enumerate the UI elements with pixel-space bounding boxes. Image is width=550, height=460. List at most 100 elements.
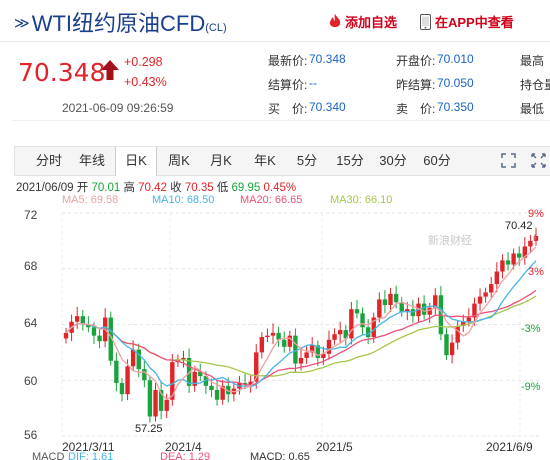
tab-yearly-k[interactable]: 年K	[254, 153, 276, 168]
tab-30min[interactable]: 30分	[379, 153, 407, 168]
tab-monthly-k[interactable]: 月K	[210, 153, 232, 168]
candle-body	[282, 339, 287, 347]
candle-body	[494, 271, 500, 285]
candle-body	[343, 330, 348, 339]
candle-body	[393, 293, 399, 303]
tab-daily-k[interactable]: 日K	[115, 147, 157, 176]
tab-60min[interactable]: 60分	[423, 153, 451, 168]
low-value: 69.95	[231, 182, 261, 194]
ohlc-date: 2021/06/09	[16, 182, 74, 194]
candle-body	[354, 309, 360, 314]
field-value: 70.340	[309, 100, 346, 114]
candle-body	[86, 324, 91, 328]
candle-body	[444, 334, 449, 356]
title-text: WTI纽约原油CFD	[31, 11, 206, 36]
candle-body	[528, 240, 533, 247]
divider	[12, 120, 550, 121]
high-value: 70.42	[138, 182, 167, 194]
page-title: ≫WTI纽约原油CFD(CL)	[14, 6, 227, 38]
candle-body	[500, 260, 505, 272]
candle-body	[315, 345, 320, 358]
candle-body	[332, 334, 337, 340]
candle-body	[382, 299, 388, 305]
ma10-label: MA10: 68.50	[152, 194, 215, 206]
ohlc-info: 2021/06/09 开 70.01 高 70.42 收 70.35 低 69.…	[16, 179, 296, 195]
candle-body	[405, 309, 410, 312]
quote-timestamp: 2021-06-09 09:26:59	[62, 101, 174, 115]
macd-title: MACD	[32, 451, 65, 460]
x-tick-label: 2021/3/11	[62, 440, 115, 454]
candle-body	[91, 327, 97, 336]
chart-grid	[61, 212, 542, 437]
ma5-label: MA5: 69.58	[62, 194, 119, 206]
tab-15min[interactable]: 15分	[336, 153, 364, 168]
candle-body	[410, 309, 416, 317]
candle-body	[226, 385, 231, 395]
close-label: 收	[170, 182, 182, 194]
tab-year-line[interactable]: 年线	[78, 153, 105, 168]
fullscreen-icon[interactable]	[531, 153, 546, 168]
candle-body	[522, 246, 528, 258]
field-key: 最低	[520, 102, 545, 116]
candle-body	[136, 349, 141, 370]
open-value: 70.01	[91, 182, 121, 194]
candle-body	[119, 383, 125, 395]
pct-tick-label: -3%	[521, 323, 541, 335]
candle-body	[505, 260, 511, 265]
candle-body	[97, 335, 102, 342]
expand-icon[interactable]	[501, 153, 516, 168]
up-arrow-icon	[101, 60, 119, 80]
tab-intraday[interactable]: 分时	[35, 153, 62, 168]
field-value: 70.010	[437, 52, 474, 66]
current-price: 70.348	[18, 58, 106, 87]
candle-body	[270, 332, 276, 336]
ma20-line	[65, 289, 537, 386]
add-favorite-button[interactable]: 添加自选	[328, 12, 397, 31]
candle-body	[147, 380, 153, 417]
double-chevron-icon: ≫	[14, 15, 30, 32]
open-in-app-label: 在APP中查看	[435, 15, 514, 30]
field-key: 买 价:	[268, 102, 308, 116]
field-key: 昨结算:	[396, 78, 436, 92]
candle-body	[220, 385, 225, 400]
open-in-app-button[interactable]: 在APP中查看	[420, 12, 514, 31]
candle-body	[293, 335, 298, 364]
watermark: 新浪财经	[428, 233, 472, 247]
candle-body	[349, 309, 354, 339]
candle-body	[455, 325, 460, 343]
candle-body	[114, 360, 119, 384]
candle-body	[276, 332, 281, 340]
candle-body	[326, 339, 332, 354]
candle-body	[466, 317, 472, 322]
macd-value: MACD: 0.65	[250, 451, 310, 460]
candle-body	[377, 299, 382, 318]
x-tick-label: 2021/5	[316, 440, 353, 454]
candle-body	[298, 357, 304, 364]
candle-body	[427, 307, 432, 315]
candle-body	[388, 293, 393, 305]
ma5-line	[65, 246, 537, 401]
tab-weekly-k[interactable]: 周K	[168, 153, 190, 168]
pct-tick-label: 9%	[528, 208, 544, 220]
low-label: 低	[216, 182, 229, 194]
candle-body	[399, 302, 404, 312]
add-favorite-label: 添加自选	[345, 15, 398, 30]
y-tick-label: 72	[24, 208, 38, 222]
min-value-label: 57.25	[135, 423, 163, 435]
candle-body	[74, 316, 80, 322]
candle-body	[130, 349, 136, 367]
candle-body	[421, 303, 427, 315]
candle-body	[254, 352, 259, 382]
candle-body	[259, 337, 265, 353]
field-value: 70.348	[309, 52, 346, 66]
candle-body	[158, 390, 164, 411]
candle-body	[214, 390, 220, 400]
candle-body	[108, 317, 113, 361]
x-tick-label: 2021/4	[165, 440, 202, 454]
tab-5min[interactable]: 5分	[296, 153, 318, 168]
field-value: 70.350	[437, 100, 474, 114]
candle-body	[309, 345, 315, 353]
ma30-label: MA30: 66.10	[330, 194, 393, 206]
y-tick-label: 68	[24, 259, 38, 273]
